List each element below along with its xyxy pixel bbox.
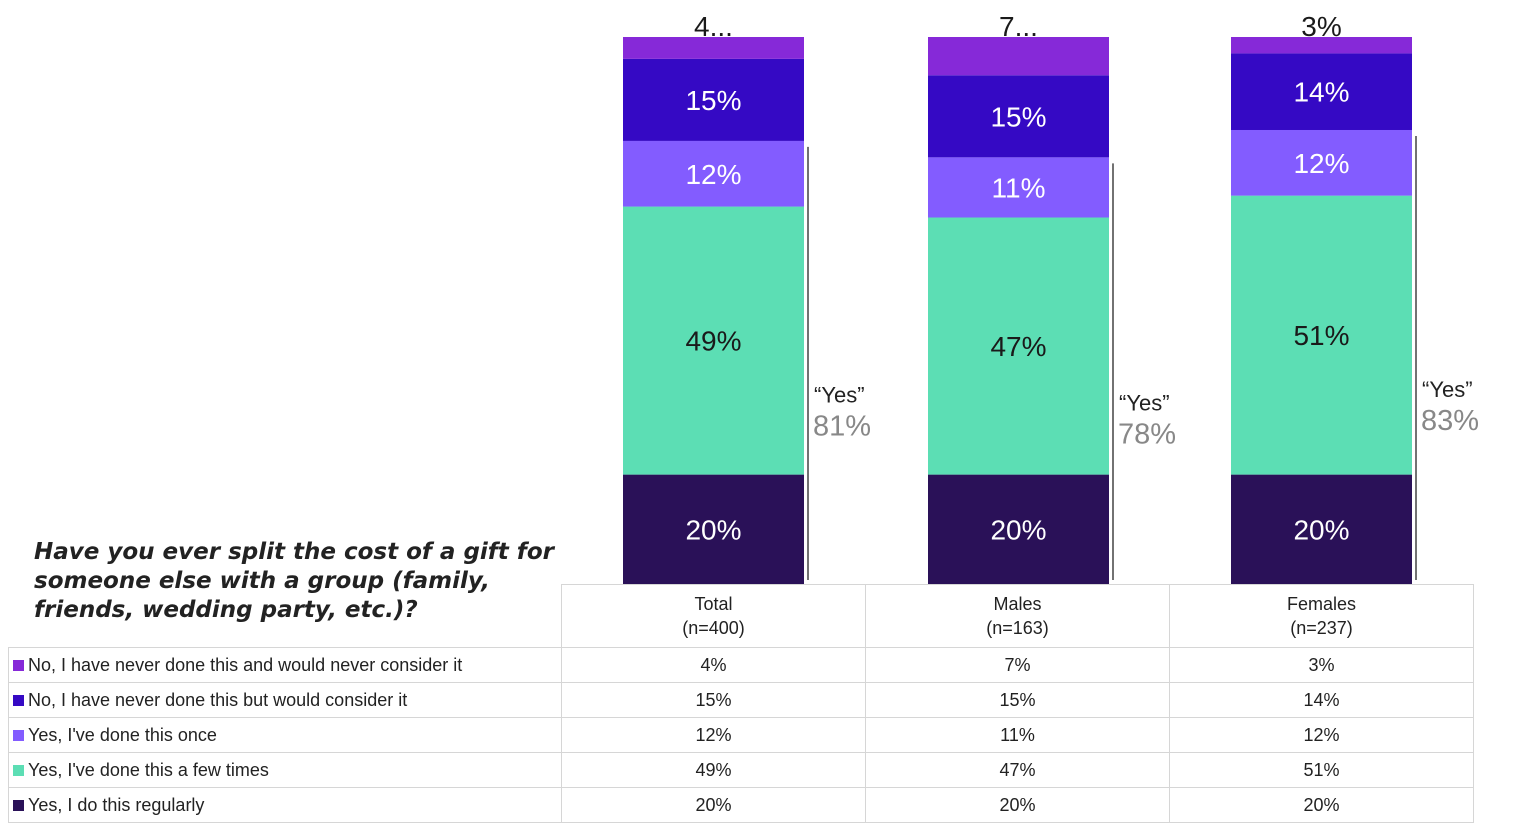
column-label: Total	[694, 594, 733, 614]
row-label: Yes, I've done this a few times	[8, 752, 562, 788]
row-label: No, I have never done this and would nev…	[8, 647, 562, 683]
bar-segment-0-0	[623, 474, 804, 584]
table-cell-1-2: 14%	[1169, 682, 1474, 718]
table-cell-2-2: 12%	[1169, 717, 1474, 753]
table-cell-0-1: 7%	[865, 647, 1170, 683]
row-label: No, I have never done this but would con…	[8, 682, 562, 718]
row-label: Yes, I've done this once	[8, 717, 562, 753]
table-cell-2-1: 11%	[865, 717, 1170, 753]
table-row: Yes, I've done this once 12% 11% 12%	[8, 717, 1474, 753]
table-cell-4-2: 20%	[1169, 787, 1474, 823]
bar-value-label-2-4: 3%	[1301, 11, 1341, 42]
column-header-1: Males (n=163)	[865, 584, 1170, 648]
table-cell-0-2: 3%	[1169, 647, 1474, 683]
question-text: Have you ever split the cost of a gift f…	[34, 539, 554, 623]
table-row: No, I have never done this and would nev…	[8, 647, 1474, 683]
legend-swatch	[13, 659, 24, 671]
legend-label: No, I have never done this and would nev…	[28, 654, 463, 675]
bar-segment-0-2	[623, 140, 804, 207]
table-row: Yes, I've done this a few times 49% 47% 51%	[8, 752, 1474, 788]
legend-label: No, I have never done this but would con…	[28, 689, 408, 710]
column-sample-size: (n=237)	[1290, 618, 1353, 638]
bar-segment-0-1	[623, 206, 804, 475]
bar-segment-2-0	[1231, 474, 1412, 584]
bar-value-label-1-2: 11%	[992, 172, 1046, 203]
legend-label: Yes, I've done this a few times	[28, 759, 269, 780]
yes-bracket-value-1: 78%	[1118, 419, 1176, 451]
bar-value-label-2-2: 12%	[1293, 148, 1349, 179]
row-label: Yes, I do this regularly	[8, 787, 562, 823]
table-row: Yes, I do this regularly 20% 20% 20%	[8, 787, 1474, 823]
column-header-2: Females (n=237)	[1169, 584, 1474, 648]
bar-value-label-1-0: 20%	[990, 514, 1046, 545]
bar-segment-2-3	[1231, 53, 1412, 130]
table-cell-3-2: 51%	[1169, 752, 1474, 788]
bar-value-label-2-3: 14%	[1293, 77, 1349, 108]
yes-bracket-label-2: “Yes”	[1422, 377, 1473, 402]
yes-bracket-value-2: 83%	[1421, 405, 1479, 437]
column-label: Males	[993, 594, 1042, 614]
bar-segment-1-2	[928, 157, 1109, 218]
bar-value-label-2-0: 20%	[1293, 514, 1349, 545]
yes-bracket-value-0: 81%	[813, 410, 871, 442]
table-header-blank	[9, 585, 562, 648]
bar-value-label-0-1: 49%	[685, 326, 741, 357]
table-cell-3-1: 47%	[865, 752, 1170, 788]
legend-swatch	[13, 729, 24, 741]
column-sample-size: (n=400)	[682, 618, 745, 638]
bar-segment-2-1	[1231, 195, 1412, 475]
table-cell-1-0: 15%	[561, 682, 866, 718]
bar-segment-0-3	[623, 58, 804, 141]
table-cell-0-0: 4%	[561, 647, 866, 683]
bar-value-label-0-0: 20%	[685, 514, 741, 545]
table-cell-2-0: 12%	[561, 717, 866, 753]
legend-swatch	[13, 799, 24, 811]
bar-value-label-1-1: 47%	[990, 331, 1046, 362]
bar-segment-2-2	[1231, 129, 1412, 196]
bar-value-label-0-4: 4...	[694, 11, 733, 42]
table-cell-4-0: 20%	[561, 787, 866, 823]
stacked-bar-chart: 20% 49% 12% 15% 4... “Yes” 81% 20% 47% 11% 15% 7...…	[623, 11, 1479, 584]
column-header-0: Total (n=400)	[561, 584, 866, 648]
table-row: No, I have never done this but would con…	[8, 682, 1474, 718]
table-cell-3-0: 49%	[561, 752, 866, 788]
bar-value-label-0-3: 15%	[685, 85, 741, 116]
legend-label: Yes, I've done this once	[28, 724, 217, 745]
bar-segment-1-0	[928, 474, 1109, 584]
column-sample-size: (n=163)	[986, 618, 1049, 638]
bar-segment-1-3	[928, 75, 1109, 158]
table-cell-1-1: 15%	[865, 682, 1170, 718]
column-label: Females	[1286, 594, 1357, 614]
legend-swatch	[13, 764, 24, 776]
data-table: Total (n=400) Males (n=163) Females (n=237) No…	[8, 584, 1474, 823]
bar-segment-1-1	[928, 217, 1109, 475]
yes-bracket-label-1: “Yes”	[1119, 391, 1170, 416]
bar-value-label-2-1: 51%	[1293, 320, 1349, 351]
table-header-row: Total (n=400) Males (n=163) Females (n=237)	[9, 584, 1474, 648]
bar-value-label-0-2: 12%	[685, 159, 741, 190]
bar-segment-2-4	[1231, 37, 1412, 54]
yes-bracket-label-0: “Yes”	[814, 382, 865, 407]
legend-label: Yes, I do this regularly	[28, 794, 205, 815]
bar-segment-0-4	[623, 37, 804, 59]
bar-segment-1-4	[928, 37, 1109, 76]
table-cell-4-1: 20%	[865, 787, 1170, 823]
legend-swatch	[13, 694, 24, 706]
bar-value-label-1-3: 15%	[990, 101, 1046, 132]
bar-value-label-1-4: 7...	[999, 11, 1038, 42]
